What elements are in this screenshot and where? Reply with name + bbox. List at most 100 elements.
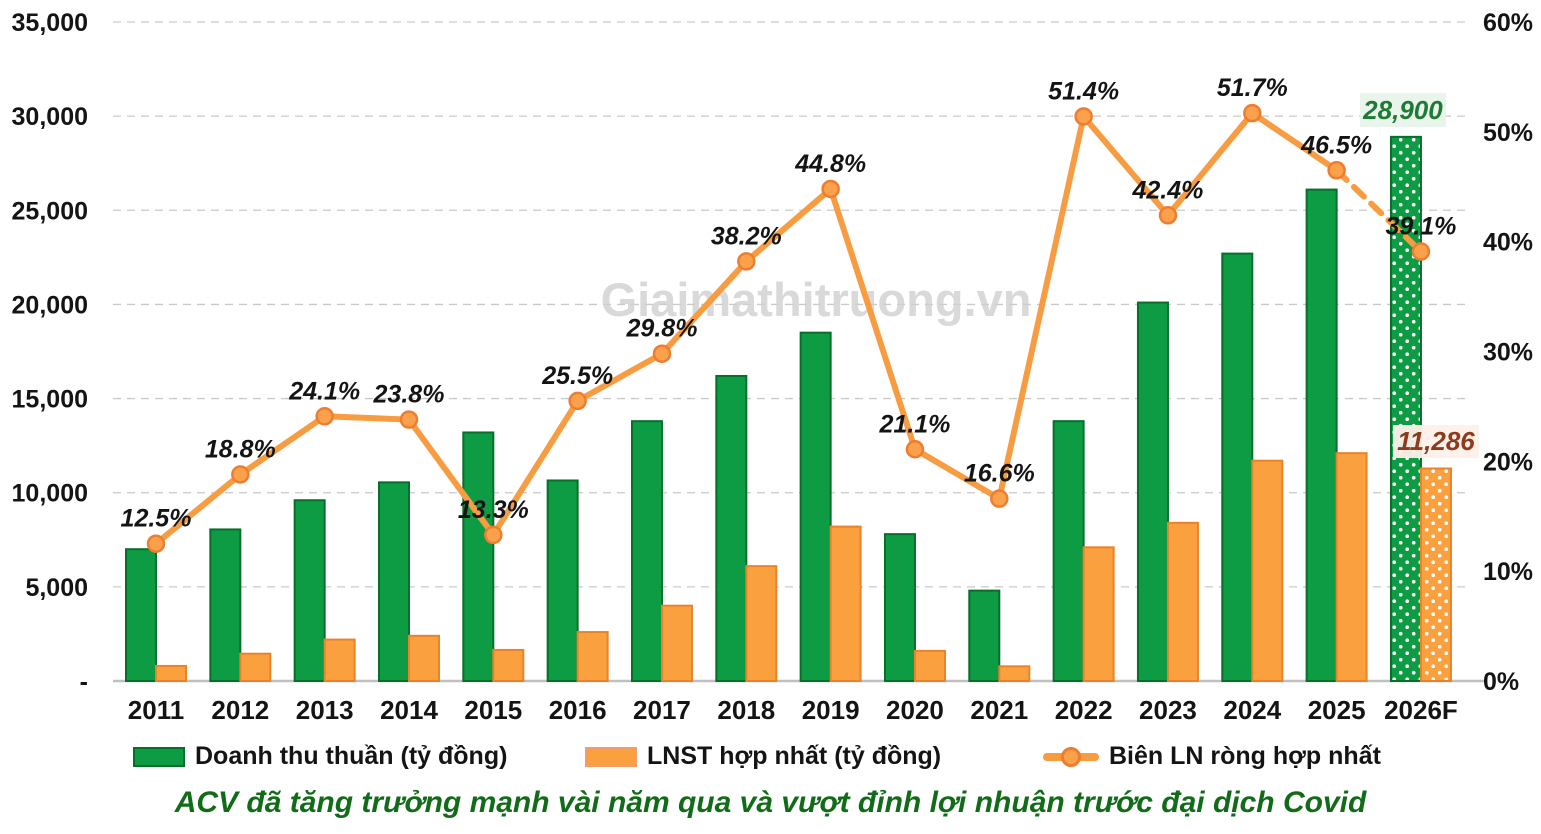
margin-marker-2022 (1074, 107, 1093, 126)
bar-profit-2024 (1251, 459, 1284, 682)
x-tick-2012: 2012 (211, 695, 269, 725)
x-tick-2015: 2015 (464, 695, 522, 725)
pct-label-2024: 51.7% (1217, 74, 1288, 102)
margin-marker-2023 (1158, 206, 1178, 225)
x-tick-2014: 2014 (380, 695, 438, 725)
bar-profit-2022 (1082, 546, 1115, 682)
margin-marker-2012 (231, 465, 250, 484)
margin-line-forecast-dashed (1333, 167, 1424, 255)
x-tick-2016: 2016 (549, 695, 607, 725)
y-right-tick-30: 30% (1483, 339, 1533, 367)
y-right-tick-10: 10% (1483, 558, 1533, 586)
bar-revenue-2015 (462, 431, 495, 682)
annotation-profit-forecast: 11,286 (1397, 426, 1475, 456)
legend-item-profit: LNST hợp nhất (tỷ đồng) (585, 742, 941, 771)
y-left-tick-15000: 15,000 (12, 386, 88, 414)
pct-label-2012: 18.8% (205, 436, 276, 464)
margin-marker-2021 (990, 489, 1009, 508)
x-tick-2024: 2024 (1223, 695, 1281, 725)
y-left-tick-20000: 20,000 (12, 291, 88, 319)
margin-marker-2016 (568, 391, 587, 411)
y-right-tick-50: 50% (1483, 119, 1533, 147)
bar-revenue-2014 (377, 481, 410, 683)
margin-marker-2025 (1327, 161, 1346, 180)
x-tick-2026F: 2026F (1384, 695, 1458, 725)
margin-line (146, 103, 1431, 553)
margin-marker-2013 (315, 407, 334, 426)
pct-label-2014: 23.8% (373, 381, 445, 409)
bar-revenue-2020 (883, 533, 916, 682)
pct-label-2011: 12.5% (121, 505, 192, 533)
y-right-tick-60: 60% (1483, 9, 1533, 37)
margin-marker-2026F (1411, 242, 1431, 261)
pct-label-2021: 16.6% (964, 460, 1035, 488)
legend-line-marker-icon (1043, 746, 1099, 768)
x-tick-2011: 2011 (128, 695, 184, 725)
x-tick-2020: 2020 (886, 695, 944, 725)
chart-caption: ACV đã tăng trưởng mạnh vài năm qua và v… (174, 786, 1367, 819)
margin-marker-2015 (484, 525, 503, 545)
pct-label-2026F: 39.1% (1386, 213, 1457, 241)
bar-profit-2023 (1166, 521, 1199, 683)
x-tick-2013: 2013 (296, 695, 354, 725)
bar-profit-2025 (1335, 452, 1368, 682)
margin-marker-2019 (821, 179, 840, 199)
bar-profit-2011 (155, 664, 187, 682)
revenue-profit-margin-chart: Giaimathitruong.vn 12.5%18.8%24.1% 23.8%1… (12, 9, 1534, 725)
legend-label-profit: LNST hợp nhất (tỷ đồng) (647, 742, 942, 770)
x-tick-2025: 2025 (1308, 695, 1366, 725)
y-left-tick-30000: 30,000 (12, 103, 88, 131)
watermark-text: Giaimathitruong.vn (601, 273, 1032, 326)
data-labels: 12.5% 18.8% 24.1% 23.8% 13.3% 25.5% 29.8% 38.2%… (121, 74, 1457, 533)
pct-label-2018: 38.2% (711, 222, 782, 250)
bar-annotations: 28,900 11,286 (1359, 93, 1479, 458)
pct-label-2013: 24.1% (288, 377, 360, 405)
margin-marker-2018 (737, 252, 756, 271)
axis-labels: 35,000 30,000 25,000 20,000 15,000 10,000 5,00… (12, 9, 1534, 725)
margin-marker-2024 (1243, 103, 1262, 123)
bar-revenue-2024 (1221, 252, 1254, 682)
bar-revenue-2018 (715, 374, 748, 682)
pct-label-2017: 29.8% (626, 315, 698, 343)
y-left-tick-5000: 5,000 (25, 574, 88, 602)
legend-swatch-revenue (133, 746, 185, 767)
y-left-tick-0: - (80, 668, 88, 696)
bar-revenue-2011 (125, 548, 157, 683)
bar-profit-2012 (239, 652, 272, 682)
bar-revenue-2022 (1052, 420, 1085, 682)
y-right-tick-0: 0% (1483, 668, 1519, 696)
pct-label-2025: 46.5% (1300, 131, 1372, 159)
bar-revenue-2017 (630, 420, 663, 682)
pct-label-2016: 25.5% (541, 362, 613, 390)
bar-profit-2017 (660, 604, 693, 683)
bar-revenue-2012 (209, 528, 242, 682)
bar-revenue-2025 (1305, 188, 1338, 682)
legend: Doanh thu thuần (tỷ đồng) LNST hợp nhất … (0, 742, 1541, 784)
margin-marker-2011 (146, 534, 166, 553)
bar-revenue-2019 (799, 331, 832, 682)
bar-profit-2013 (323, 638, 356, 683)
x-tick-2023: 2023 (1139, 695, 1197, 725)
annotation-box-profit-forecast (1392, 425, 1479, 458)
bar-profit-2026F (1419, 467, 1452, 682)
y-left-tick-35000: 35,000 (12, 9, 88, 37)
y-right-tick-40: 40% (1483, 229, 1533, 257)
bar-revenue-2023 (1136, 301, 1169, 682)
y-left-tick-10000: 10,000 (12, 480, 88, 508)
legend-item-revenue: Doanh thu thuần (tỷ đồng) (133, 742, 507, 771)
margin-marker-2017 (652, 344, 672, 363)
y-left-tick-25000: 25,000 (12, 197, 88, 225)
pct-label-2015: 13.3% (458, 496, 529, 524)
legend-item-margin: Biên LN ròng hợp nhất (1043, 742, 1381, 771)
x-tick-2021: 2021 (970, 695, 1028, 725)
x-tick-2019: 2019 (802, 695, 860, 725)
pct-label-2020: 21.1% (879, 410, 951, 438)
x-tick-2018: 2018 (717, 695, 775, 725)
x-tick-2017: 2017 (633, 695, 691, 725)
pct-label-2023: 42.4% (1132, 176, 1204, 204)
bar-revenue-2013 (293, 499, 326, 683)
bar-profit-2020 (913, 649, 946, 682)
legend-label-margin: Biên LN ròng hợp nhất (1109, 742, 1381, 770)
annotation-box-revenue-forecast (1359, 93, 1446, 127)
bar-profit-2016 (576, 631, 609, 682)
